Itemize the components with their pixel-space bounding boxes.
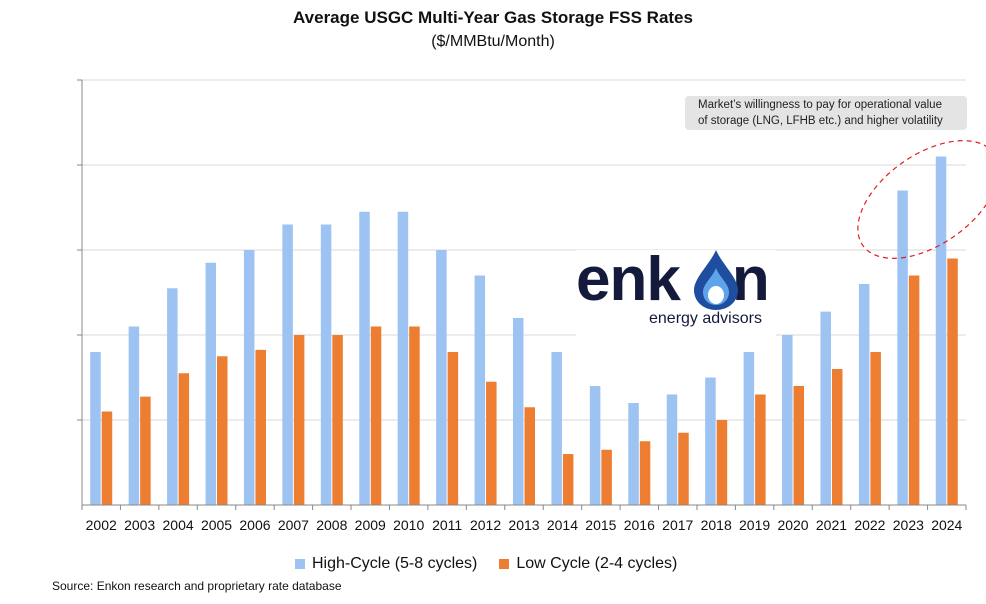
- x-tick-label-2024: 2024: [931, 517, 962, 533]
- x-tick-label-2011: 2011: [432, 517, 462, 533]
- x-tick-label-2023: 2023: [893, 517, 924, 533]
- bar-high-cycle-2021: [820, 311, 831, 505]
- bar-high-cycle-2024: [935, 156, 947, 505]
- x-tick-label-2022: 2022: [854, 517, 885, 533]
- bar-low-cycle-2005: [217, 356, 228, 505]
- x-tick-label-2020: 2020: [777, 517, 808, 533]
- bar-low-cycle-2014: [562, 454, 574, 505]
- bar-low-cycle-2017: [678, 432, 689, 505]
- annotation-line-1: Market’s willingness to pay for operatio…: [698, 99, 942, 111]
- bar-low-cycle-2011: [447, 352, 459, 505]
- x-tick-label-2017: 2017: [662, 517, 693, 533]
- bar-high-cycle-2016: [628, 403, 639, 505]
- bar-high-cycle-2013: [513, 318, 524, 505]
- bar-low-cycle-2007: [293, 335, 305, 505]
- x-tick-label-2014: 2014: [547, 517, 578, 533]
- bar-high-cycle-2019: [743, 352, 755, 505]
- legend-swatch-high-cycle: [295, 559, 305, 569]
- logo-subtitle: energy advisors: [649, 310, 762, 327]
- legend-swatch-low-cycle: [499, 559, 510, 569]
- x-tick-label-2010: 2010: [393, 517, 424, 533]
- bar-high-cycle-2003: [128, 326, 140, 505]
- bar-low-cycle-2022: [870, 352, 881, 505]
- bar-high-cycle-2008: [320, 224, 332, 505]
- bar-high-cycle-2009: [359, 211, 370, 505]
- bar-low-cycle-2002: [101, 411, 113, 505]
- x-tick-label-2015: 2015: [585, 517, 616, 533]
- bar-high-cycle-2015: [589, 386, 601, 505]
- bar-low-cycle-2024: [947, 258, 958, 505]
- bar-high-cycle-2006: [243, 250, 255, 505]
- x-tick-label-2012: 2012: [470, 517, 501, 533]
- bar-high-cycle-2022: [858, 284, 870, 505]
- bar-high-cycle-2017: [666, 394, 678, 505]
- bar-high-cycle-2011: [436, 250, 447, 505]
- x-tick-label-2002: 2002: [86, 517, 117, 533]
- x-tick-label-2005: 2005: [201, 517, 232, 533]
- annotation-line-2: of storage (LNG, LFHB etc.) and higher v…: [698, 115, 943, 127]
- x-tick-label-2016: 2016: [624, 517, 655, 533]
- bar-high-cycle-2012: [474, 275, 486, 505]
- bar-high-cycle-2004: [167, 288, 178, 505]
- bar-low-cycle-2015: [601, 449, 612, 505]
- bar-high-cycle-2023: [897, 190, 908, 505]
- bar-low-cycle-2004: [178, 373, 190, 505]
- annotation-callout: Market’s willingness to pay for operatio…: [685, 96, 967, 130]
- bar-low-cycle-2016: [639, 441, 651, 505]
- logo-wordmark: enk n: [576, 245, 770, 314]
- highlight-ellipse: [857, 140, 986, 259]
- bar-low-cycle-2019: [755, 394, 766, 505]
- bar-low-cycle-2021: [831, 369, 843, 505]
- chart-subtitle: ($/MMBtu/Month): [431, 33, 555, 50]
- x-tick-label-2009: 2009: [355, 517, 386, 533]
- bar-low-cycle-2018: [716, 420, 728, 505]
- x-tick-label-2008: 2008: [316, 517, 347, 533]
- x-tick-label-2019: 2019: [739, 517, 770, 533]
- bar-low-cycle-2013: [524, 407, 535, 505]
- flame-drop-icon: [694, 250, 738, 310]
- legend-item-low-cycle: Low Cycle (2-4 cycles): [499, 555, 677, 573]
- bar-low-cycle-2009: [370, 326, 382, 505]
- legend-item-high-cycle: High-Cycle (5-8 cycles): [295, 555, 477, 573]
- x-tick-label-2018: 2018: [701, 517, 732, 533]
- bar-low-cycle-2008: [332, 335, 343, 505]
- x-tick-label-2003: 2003: [124, 517, 155, 533]
- bar-high-cycle-2020: [782, 335, 793, 505]
- bar-high-cycle-2002: [90, 352, 101, 505]
- bar-high-cycle-2005: [205, 262, 217, 505]
- x-tick-label-2021: 2021: [816, 517, 847, 533]
- bar-low-cycle-2020: [793, 386, 805, 505]
- bar-low-cycle-2006: [255, 349, 266, 505]
- bar-low-cycle-2010: [409, 326, 420, 505]
- bar-high-cycle-2018: [705, 377, 716, 505]
- x-tick-label-2006: 2006: [239, 517, 270, 533]
- bars: [90, 156, 958, 505]
- bar-low-cycle-2003: [140, 396, 151, 505]
- bar-low-cycle-2012: [486, 381, 497, 505]
- x-tick-label-2007: 2007: [278, 517, 309, 533]
- legend-label-low-cycle: Low Cycle (2-4 cycles): [516, 555, 678, 572]
- x-tick-labels: 2002 2003 2004 2005 2006 2007 2008 2009 2010 2011…: [86, 517, 963, 533]
- bar-high-cycle-2010: [397, 211, 409, 505]
- gridlines: [77, 79, 966, 421]
- bar-high-cycle-2007: [282, 224, 293, 505]
- x-tick-label-2013: 2013: [508, 517, 539, 533]
- x-tick-label-2004: 2004: [163, 517, 194, 533]
- enkon-logo: enk n energy advisors: [576, 245, 776, 340]
- legend-label-high-cycle: High-Cycle (5-8 cycles): [312, 555, 478, 572]
- bar-high-cycle-2014: [551, 352, 562, 505]
- chart-title: Average USGC Multi-Year Gas Storage FSS …: [293, 8, 693, 27]
- bar-low-cycle-2023: [908, 275, 920, 505]
- source-note: Source: Enkon research and proprietary r…: [52, 579, 342, 593]
- legend: High-Cycle (5-8 cycles) Low Cycle (2-4 c…: [295, 555, 699, 573]
